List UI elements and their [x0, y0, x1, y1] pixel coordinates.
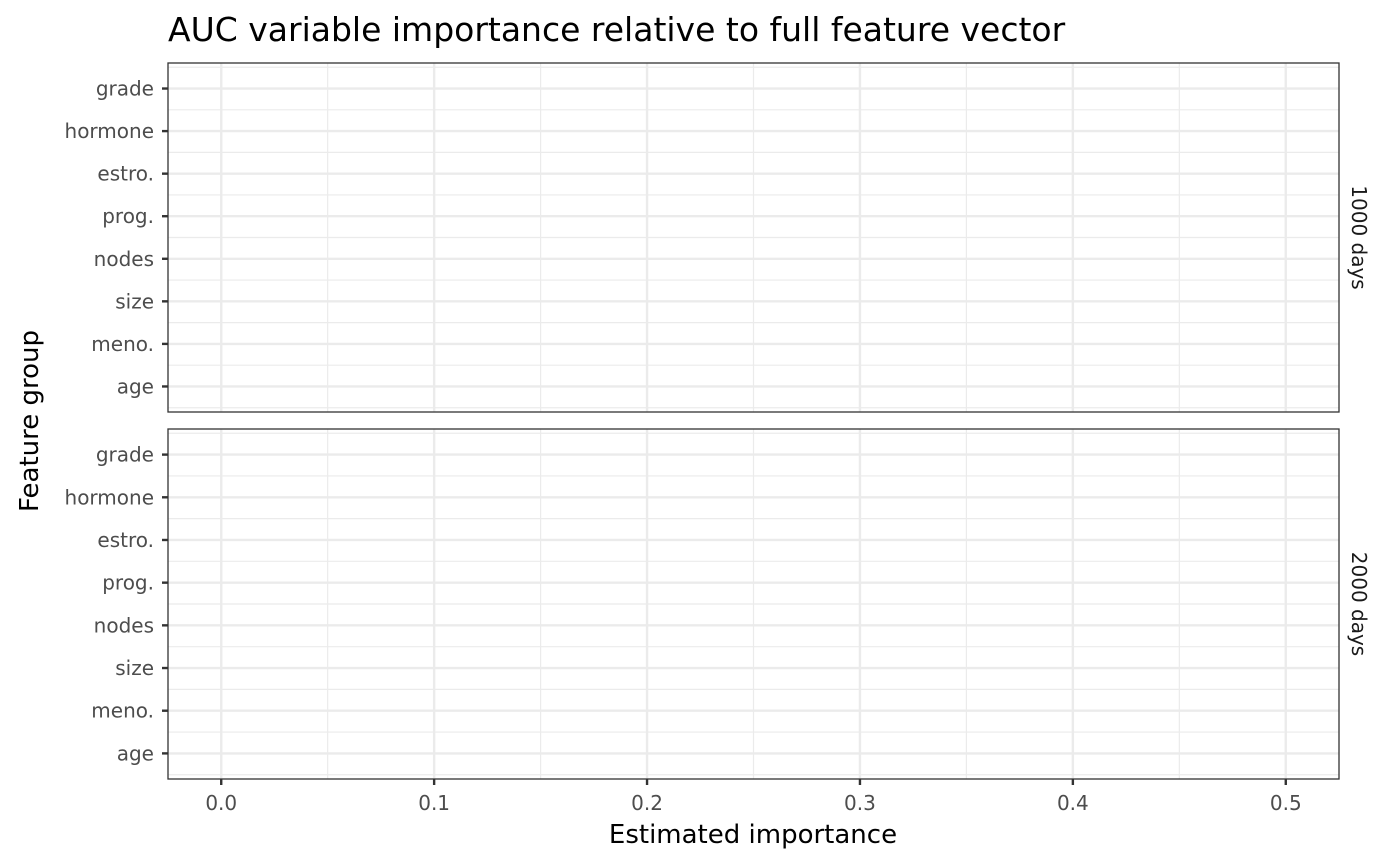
y-tick-label: size	[115, 656, 154, 680]
y-tick-label: nodes	[94, 613, 154, 637]
y-tick-label: estro.	[97, 528, 154, 552]
facet-strip-label: 2000 days	[1347, 552, 1371, 656]
y-tick-label: hormone	[65, 485, 154, 509]
facet-strip-label: 1000 days	[1347, 185, 1371, 289]
facet-panels: age meno. size nodes prog. estro. hormone grade…	[65, 62, 1371, 780]
x-tick-label: 0.5	[1270, 791, 1302, 815]
facet-panel: age meno. size nodes prog. estro. hormone grade…	[65, 62, 1371, 413]
x-tick-label: 0.4	[1057, 791, 1089, 815]
y-tick-label: age	[117, 374, 154, 398]
y-tick-label: hormone	[65, 119, 154, 143]
x-tick-label: 0.0	[205, 791, 237, 815]
facet-panel: age meno. size nodes prog. estro. hormone grade…	[65, 428, 1371, 780]
y-tick-label: age	[117, 741, 154, 765]
x-tick-label: 0.2	[631, 791, 663, 815]
chart-title: AUC variable importance relative to full…	[168, 10, 1066, 49]
y-tick-label: grade	[96, 443, 154, 467]
y-tick-label: estro.	[97, 162, 154, 186]
y-tick-label: meno.	[91, 332, 154, 356]
y-tick-label: nodes	[94, 247, 154, 271]
y-tick-label: meno.	[91, 699, 154, 723]
x-tick-label: 0.1	[418, 791, 450, 815]
y-tick-label: grade	[96, 77, 154, 101]
x-axis: 0.0 0.1 0.2 0.3 0.4 0.5	[205, 779, 1302, 815]
panel-border	[167, 428, 1340, 780]
x-tick-label: 0.3	[844, 791, 876, 815]
panel-border	[167, 62, 1340, 413]
y-axis-title: Feature group	[15, 330, 45, 512]
x-axis-title: Estimated importance	[609, 820, 897, 850]
y-tick-label: size	[115, 289, 154, 313]
y-tick-label: prog.	[102, 204, 154, 228]
y-tick-label: prog.	[102, 571, 154, 595]
